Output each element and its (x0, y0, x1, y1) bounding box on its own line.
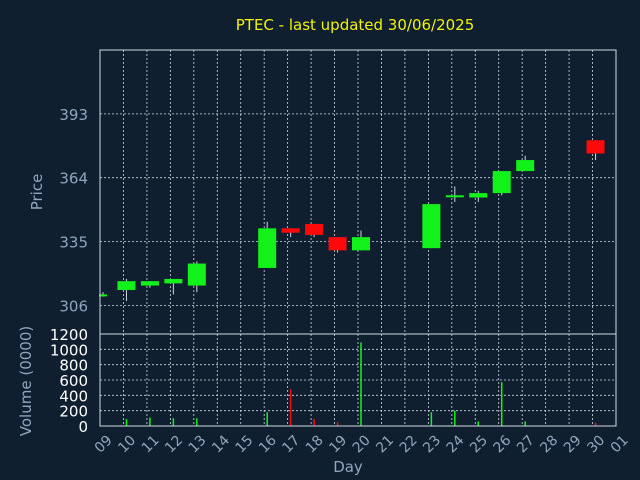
x-tick-label: 01 (608, 432, 632, 456)
volume-axis-label: Volume (0000) (17, 326, 35, 436)
x-tick-label: 28 (537, 432, 561, 456)
volume-bar (172, 418, 175, 426)
x-tick-label: 29 (561, 432, 585, 456)
price-tick-label: 335 (59, 234, 88, 252)
volume-tick-label: 600 (59, 372, 88, 390)
candle-body (586, 140, 605, 154)
volume-bar (125, 419, 128, 426)
candle-body (117, 281, 136, 290)
x-tick-label: 10 (115, 432, 139, 456)
chart-title: PTEC - last updated 30/06/2025 (236, 16, 475, 34)
volume-tick-label: 800 (59, 357, 88, 375)
candle-body (305, 223, 324, 235)
x-tick-label: 16 (256, 432, 280, 456)
x-tick-label: 13 (186, 432, 210, 456)
volume-tick-label: 1000 (50, 341, 88, 359)
candle-body (328, 237, 347, 251)
volume-bar (454, 410, 456, 426)
x-tick-label: 23 (420, 432, 444, 456)
volume-bar (196, 418, 198, 426)
volume-bar (289, 389, 292, 426)
candle-body (492, 171, 511, 194)
x-axis-label: Day (333, 458, 363, 476)
volume-bar (524, 421, 526, 426)
volume-bar (430, 412, 433, 426)
x-tick-label: 27 (514, 432, 538, 456)
x-tick-label: 30 (584, 432, 608, 456)
price-tick-label: 364 (59, 170, 88, 188)
volume-bar (594, 422, 597, 426)
x-tick-label: 15 (233, 432, 257, 456)
x-tick-label: 12 (162, 432, 186, 456)
candle-body (445, 195, 464, 198)
candle-body (187, 263, 206, 286)
volume-tick-label: 400 (59, 387, 88, 405)
x-tick-label: 14 (209, 432, 233, 456)
volume-bar (336, 422, 339, 426)
x-tick-label: 09 (92, 432, 116, 456)
x-tick-label: 22 (397, 432, 421, 456)
volume-bar (313, 419, 315, 426)
volume-bar (477, 421, 480, 426)
volume-bar (500, 382, 503, 426)
volume-tick-label: 0 (78, 418, 88, 436)
x-tick-label: 11 (139, 432, 163, 456)
volume-bar (266, 412, 268, 426)
candle-body (164, 278, 183, 284)
x-tick-label: 17 (279, 432, 303, 456)
price-tick-label: 393 (59, 106, 88, 124)
price-panel: 306 335 364 393 (59, 49, 617, 335)
x-tick-label: 18 (303, 432, 327, 456)
volume-tick-label: 1200 (50, 326, 88, 344)
price-axis-label: Price (28, 174, 46, 211)
x-tick-label: 26 (491, 432, 515, 456)
x-tick-label: 21 (373, 432, 397, 456)
x-tick-label: 19 (326, 432, 350, 456)
candle-body (140, 281, 159, 286)
candle-body (516, 160, 535, 172)
x-tick-label: 24 (444, 432, 468, 456)
volume-plot-frame (99, 333, 617, 427)
volume-bar (360, 342, 362, 426)
candle-body (281, 228, 300, 233)
price-tick-label: 306 (59, 297, 88, 315)
x-tick-label: 25 (467, 432, 491, 456)
candle-body (258, 228, 277, 268)
candle-body (422, 204, 441, 249)
volume-tick-label: 200 (59, 403, 88, 421)
x-tick-label: 20 (350, 432, 374, 456)
candle-body (469, 193, 488, 198)
volume-bar (149, 417, 151, 426)
candle-body (352, 237, 370, 251)
candle-body (99, 294, 107, 297)
